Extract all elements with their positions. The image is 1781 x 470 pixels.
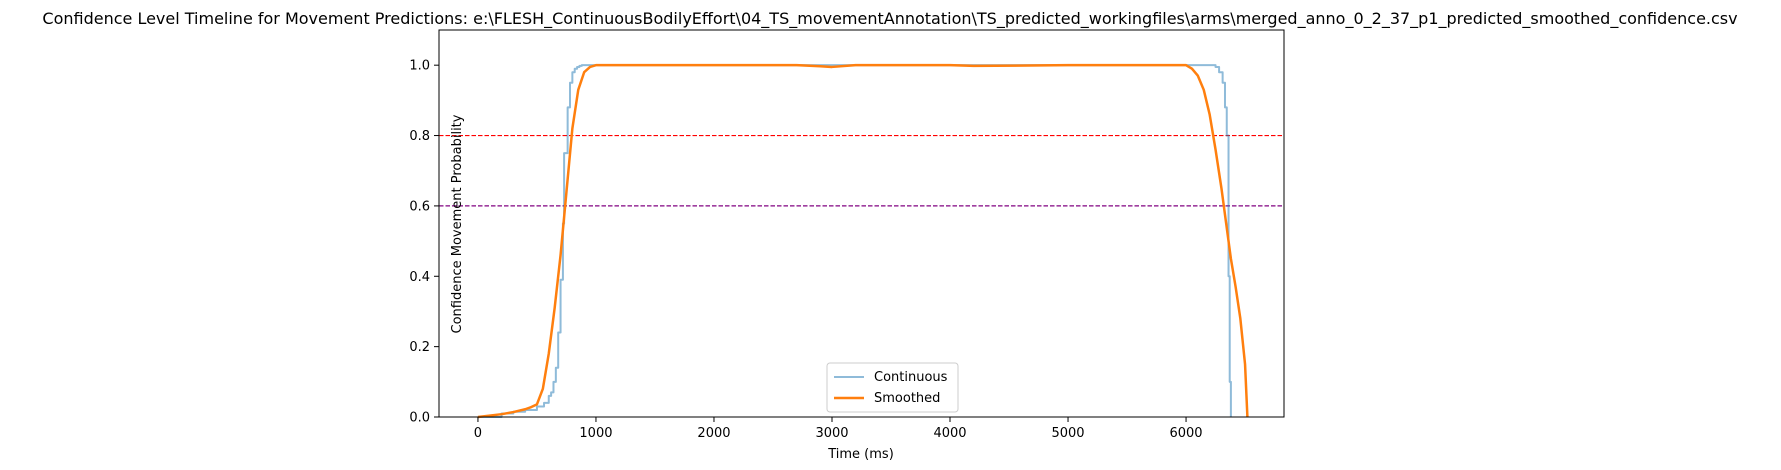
x-tick-label: 2000 [697, 426, 730, 441]
legend-label-continuous: Continuous [874, 370, 948, 385]
plot-border [438, 29, 1285, 418]
x-tick-label: 3000 [815, 426, 848, 441]
series-line-smoothed [477, 63, 1249, 419]
series-lines [477, 63, 1249, 419]
x-tick-label: 5000 [1051, 426, 1084, 441]
y-tick-label: 0.8 [409, 129, 430, 144]
x-tick-label: 1000 [579, 426, 612, 441]
y-tick-label: 1.0 [409, 59, 430, 74]
x-axis-label: Time (ms) [827, 447, 894, 462]
series-line-continuous [477, 64, 1232, 418]
y-tick-label: 0.6 [409, 199, 430, 214]
x-axis-ticks: 0 1000 2000 3000 4000 5000 6000 [474, 417, 1203, 441]
y-tick-label: 0.2 [409, 340, 430, 355]
chart-title: Confidence Level Timeline for Movement P… [42, 9, 1737, 29]
y-axis-label: Confidence Movement Probability [450, 114, 465, 333]
y-tick-label: 0.4 [409, 270, 430, 285]
x-tick-label: 0 [474, 426, 482, 441]
legend-label-smoothed: Smoothed [874, 391, 940, 406]
x-tick-label: 4000 [933, 426, 966, 441]
plot-frame [439, 30, 1284, 417]
x-tick-label: 6000 [1169, 426, 1202, 441]
legend: Continuous Smoothed [826, 362, 959, 413]
threshold-lines [439, 134, 1284, 207]
legend-box [826, 362, 959, 413]
y-tick-label: 0.0 [409, 411, 430, 426]
y-axis-ticks: 0.0 0.2 0.4 0.6 0.8 1.0 [409, 59, 439, 426]
